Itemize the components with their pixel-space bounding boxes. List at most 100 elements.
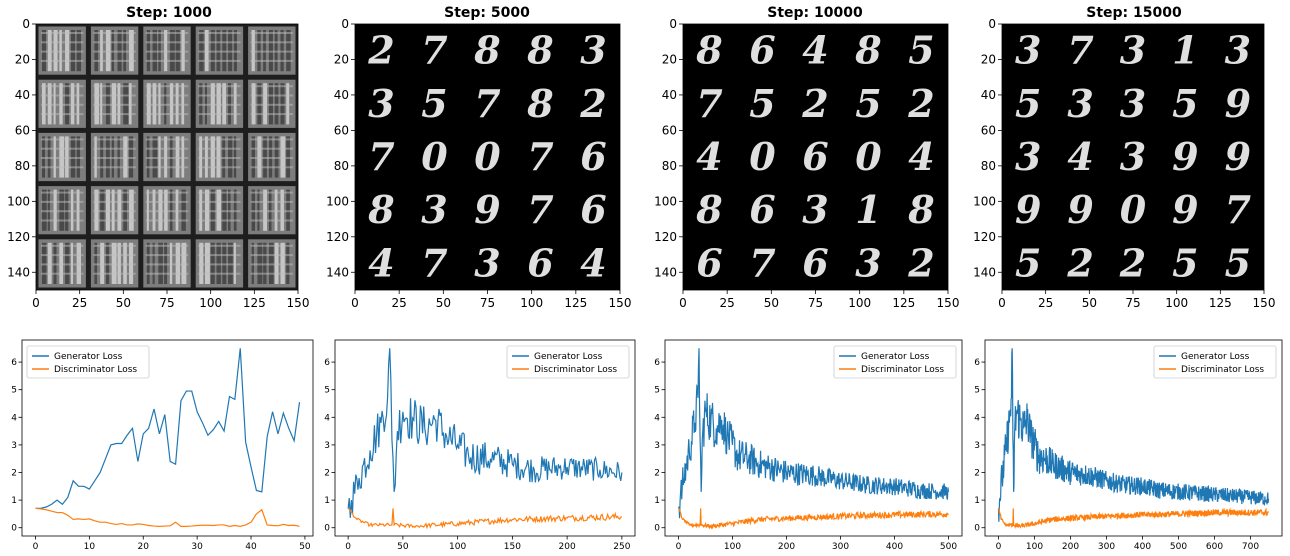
noise-band <box>41 200 84 203</box>
noise-band <box>41 263 84 266</box>
x-tick-label: 100 <box>1165 296 1188 310</box>
noise-band <box>250 219 293 222</box>
noise-stripe <box>47 83 52 125</box>
panel-title: Step: 15000 <box>1086 5 1182 21</box>
y-tick-label: 40 <box>981 88 996 102</box>
discriminator-loss-line <box>678 507 949 530</box>
noise-stripe <box>274 83 279 125</box>
noise-band <box>93 254 136 257</box>
digit-cell: 7 <box>1225 187 1251 232</box>
digit-cell: 6 <box>527 240 553 285</box>
y-tick-label: 0 <box>654 524 660 534</box>
x-tick-label: 75 <box>808 296 823 310</box>
y-tick-label: 60 <box>334 123 349 137</box>
noise-band <box>250 200 293 203</box>
y-tick-label: 0 <box>988 17 996 31</box>
noise-stripe <box>164 83 167 125</box>
x-tick-label: 25 <box>72 296 87 310</box>
x-tick-label: 0 <box>998 296 1006 310</box>
y-tick-label: 6 <box>11 358 17 368</box>
x-tick-label: 150 <box>609 296 632 310</box>
noise-band <box>250 32 293 34</box>
x-tick-label: 150 <box>1253 296 1276 310</box>
digit-cell: 3 <box>368 81 394 126</box>
noise-band <box>145 263 189 266</box>
noise-stripe <box>65 83 70 125</box>
y-tick-label: 140 <box>326 265 349 279</box>
x-tick-label: 500 <box>940 542 957 552</box>
digit-cell: 7 <box>527 187 553 232</box>
digit-cell: 4 <box>696 134 722 179</box>
legend-label: Discriminator Loss <box>1181 365 1264 375</box>
noise-stripe <box>251 83 256 125</box>
y-tick-label: 120 <box>7 230 30 244</box>
y-tick-label: 5 <box>324 386 330 396</box>
y-tick-label: 6 <box>324 358 330 368</box>
legend-box <box>506 345 630 379</box>
noise-band <box>250 166 293 169</box>
digit-cell: 0 <box>474 134 501 179</box>
digit-cell: 0 <box>855 134 882 179</box>
noise-band <box>41 138 84 141</box>
y-tick-label: 5 <box>974 386 980 396</box>
legend: Generator Loss Discriminator Loss <box>833 345 957 379</box>
noise-band <box>145 191 189 194</box>
discriminator-loss-line <box>997 507 1270 530</box>
y-tick-label: 2 <box>324 469 330 479</box>
noise-band <box>93 147 136 150</box>
digit-cell: 2 <box>801 81 828 126</box>
image-area <box>683 24 948 290</box>
digit-cell: 9 <box>474 187 500 232</box>
panel-title: Step: 10000 <box>767 5 863 21</box>
noise-band <box>93 138 136 141</box>
noise-band <box>250 103 293 106</box>
noise-stripe <box>257 83 262 125</box>
noise-band <box>250 157 293 159</box>
x-tick-label: 25 <box>392 296 407 310</box>
noise-band <box>250 94 293 97</box>
noise-stripe <box>76 83 80 125</box>
x-tick-label: 100 <box>848 296 871 310</box>
x-tick-label: 0 <box>345 542 351 552</box>
noise-stripe <box>222 83 227 125</box>
generator-loss-line <box>997 348 1270 522</box>
x-tick-label: 75 <box>1125 296 1140 310</box>
digit-cell: 2 <box>1119 240 1146 285</box>
noise-band <box>41 254 84 257</box>
digit-cell: 0 <box>1120 187 1147 232</box>
x-tick-label: 150 <box>287 296 310 310</box>
noise-band <box>145 254 189 257</box>
digit-cell: 7 <box>474 81 500 126</box>
x-tick-label: 125 <box>1209 296 1232 310</box>
noise-stripe <box>210 83 215 125</box>
noise-band <box>41 59 84 62</box>
noise-band <box>198 103 241 106</box>
noise-band <box>93 103 136 106</box>
noise-stripe <box>158 83 161 125</box>
digit-cell: 5 <box>908 28 934 73</box>
digit-cell: 1 <box>1172 28 1198 73</box>
digit-cell: 6 <box>802 240 828 285</box>
x-tick-label: 300 <box>832 542 849 552</box>
noise-band <box>93 157 136 159</box>
noise-band <box>145 138 189 141</box>
noise-stripe <box>123 83 129 125</box>
x-tick-label: 200 <box>1062 542 1079 552</box>
noise-band <box>41 210 84 213</box>
digit-cell: 3 <box>1120 81 1146 126</box>
noise-band <box>145 32 189 34</box>
noise-band <box>41 147 84 150</box>
digit-cell: 4 <box>802 28 828 73</box>
noise-band <box>145 85 189 88</box>
digit-cell: 8 <box>695 187 722 232</box>
noise-stripe <box>175 83 179 125</box>
noise-band <box>41 219 84 222</box>
noise-band <box>145 166 189 169</box>
y-tick-label: 3 <box>654 441 660 451</box>
noise-band <box>93 210 136 213</box>
noise-band <box>198 50 241 53</box>
y-tick-label: 4 <box>974 413 980 423</box>
x-tick-label: 10 <box>84 542 96 552</box>
noise-band <box>145 50 189 53</box>
digit-cell: 4 <box>368 240 394 285</box>
